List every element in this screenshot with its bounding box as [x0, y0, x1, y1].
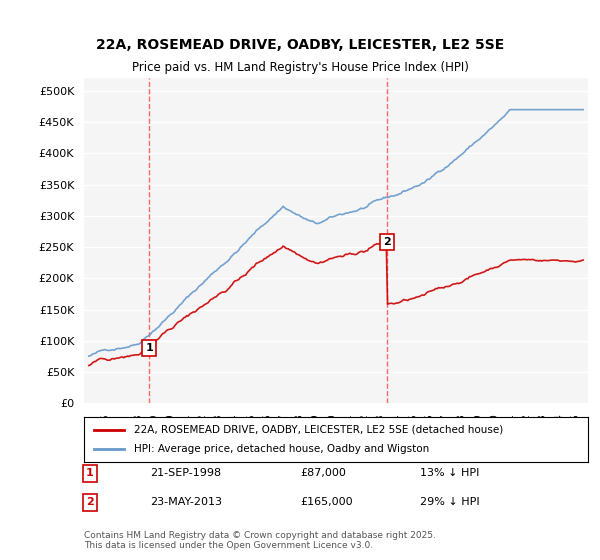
Text: 22A, ROSEMEAD DRIVE, OADBY, LEICESTER, LE2 5SE: 22A, ROSEMEAD DRIVE, OADBY, LEICESTER, L…: [96, 38, 504, 52]
Text: HPI: Average price, detached house, Oadby and Wigston: HPI: Average price, detached house, Oadb…: [134, 445, 430, 455]
Text: 1: 1: [86, 468, 94, 478]
Text: 13% ↓ HPI: 13% ↓ HPI: [420, 468, 479, 478]
Text: 29% ↓ HPI: 29% ↓ HPI: [420, 497, 479, 507]
Text: £165,000: £165,000: [300, 497, 353, 507]
Text: 1: 1: [145, 343, 153, 353]
Text: Price paid vs. HM Land Registry's House Price Index (HPI): Price paid vs. HM Land Registry's House …: [131, 60, 469, 74]
Text: 22A, ROSEMEAD DRIVE, OADBY, LEICESTER, LE2 5SE (detached house): 22A, ROSEMEAD DRIVE, OADBY, LEICESTER, L…: [134, 424, 503, 435]
Text: 2: 2: [383, 237, 391, 247]
Text: £87,000: £87,000: [300, 468, 346, 478]
Text: Contains HM Land Registry data © Crown copyright and database right 2025.
This d: Contains HM Land Registry data © Crown c…: [84, 530, 436, 550]
Text: 2: 2: [86, 497, 94, 507]
Text: 23-MAY-2013: 23-MAY-2013: [150, 497, 222, 507]
Text: 21-SEP-1998: 21-SEP-1998: [150, 468, 221, 478]
